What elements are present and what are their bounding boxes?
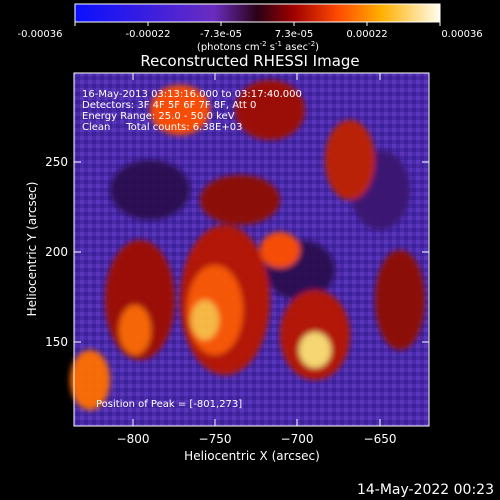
plot-title: Reconstructed RHESSI Image [140,52,360,70]
footer-timestamp: 14-May-2022 00:23 [356,482,494,498]
y-tick-label: 150 [45,335,68,349]
colorbar-units: (photons cm-2 s-1 asec-2) [197,40,319,53]
x-tick-label: −800 [117,432,150,446]
y-axis-label: Heliocentric Y (arcsec) [25,182,39,317]
info-line: 16-May-2013 03:13:16.000 to 03:17:40.000 [82,89,302,100]
x-tick-label: −700 [281,432,314,446]
info-line: Detectors: 3F 4F 5F 6F 7F 8F, Att 0 [82,100,256,111]
rhessi-image [70,72,430,427]
colorbar: -0.00036 -0.00022 -7.3e-05 7.3e-05 0.000… [18,3,483,53]
colorbar-tick: 0.00022 [346,29,387,40]
x-axis-ticks [74,73,429,426]
x-axis-label: Heliocentric X (arcsec) [184,449,320,463]
colorbar-gradient [74,3,441,23]
x-tick-label: −650 [364,432,397,446]
colorbar-tick: 0.00036 [441,29,482,40]
x-tick-label: −750 [199,432,232,446]
colorbar-tick: -7.3e-05 [200,29,242,40]
y-tick-label: 200 [45,245,68,259]
peak-position: Position of Peak = [-801,273] [96,399,242,410]
info-line: Energy Range: 25.0 - 50.0 keV [82,111,235,122]
y-tick-label: 250 [45,155,68,169]
info-line: Clean Total counts: 6.38E+03 [82,122,242,133]
colorbar-tick: 7.3e-05 [275,29,313,40]
colorbar-tick: -0.00036 [18,29,63,40]
colorbar-tick: -0.00022 [126,29,171,40]
